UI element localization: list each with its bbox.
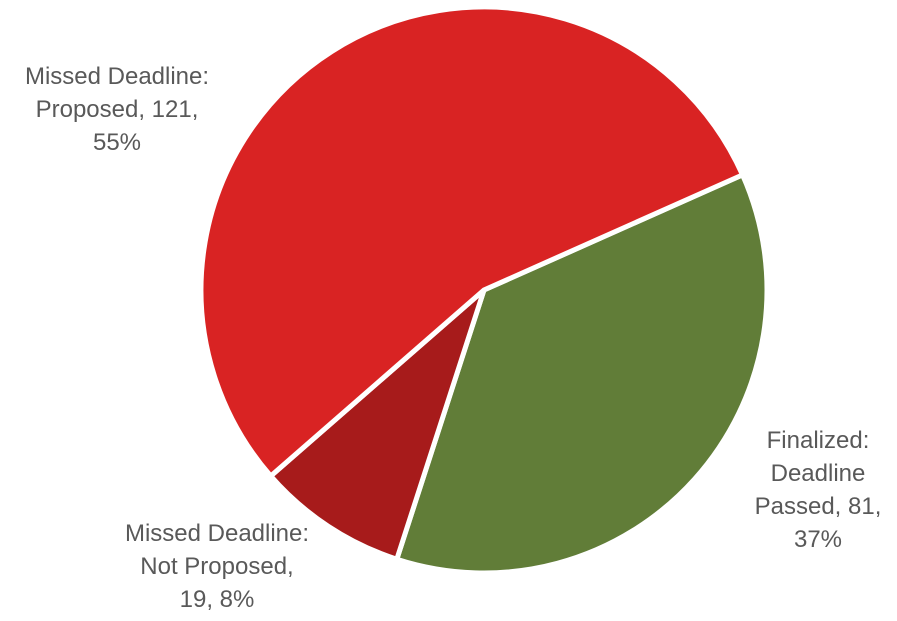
slice-label-line: 55% bbox=[93, 129, 141, 156]
slice-label-line: Finalized: bbox=[767, 427, 870, 454]
pie-slice-missed-deadline-not-proposed bbox=[267, 282, 490, 563]
slice-label-missed-deadline-not-proposed: Missed Deadline: Not Proposed, 19, 8% bbox=[125, 520, 309, 613]
slice-label-finalized-deadline-passed: Finalized: Deadline Passed, 81, 37% bbox=[755, 427, 882, 553]
slice-label-line: Proposed, 121, bbox=[36, 96, 199, 123]
slice-label-line: 37% bbox=[794, 526, 842, 553]
pie-slice-missed-deadline-proposed bbox=[198, 4, 746, 480]
slice-label-missed-deadline-proposed: Missed Deadline: Proposed, 121, 55% bbox=[25, 63, 209, 156]
pie-slices bbox=[198, 4, 770, 576]
slice-label-line: Passed, 81, bbox=[755, 493, 882, 520]
pie-labels: Finalized: Deadline Passed, 81, 37% Missed D… bbox=[25, 63, 881, 613]
pie-slice-finalized-deadline-passed bbox=[393, 171, 770, 576]
slice-label-line: Missed Deadline: bbox=[125, 520, 309, 547]
slice-label-line: Deadline bbox=[771, 460, 866, 487]
slice-label-line: Missed Deadline: bbox=[25, 63, 209, 90]
slice-label-line: Not Proposed, bbox=[140, 553, 293, 580]
slice-label-line: 19, 8% bbox=[180, 586, 255, 613]
